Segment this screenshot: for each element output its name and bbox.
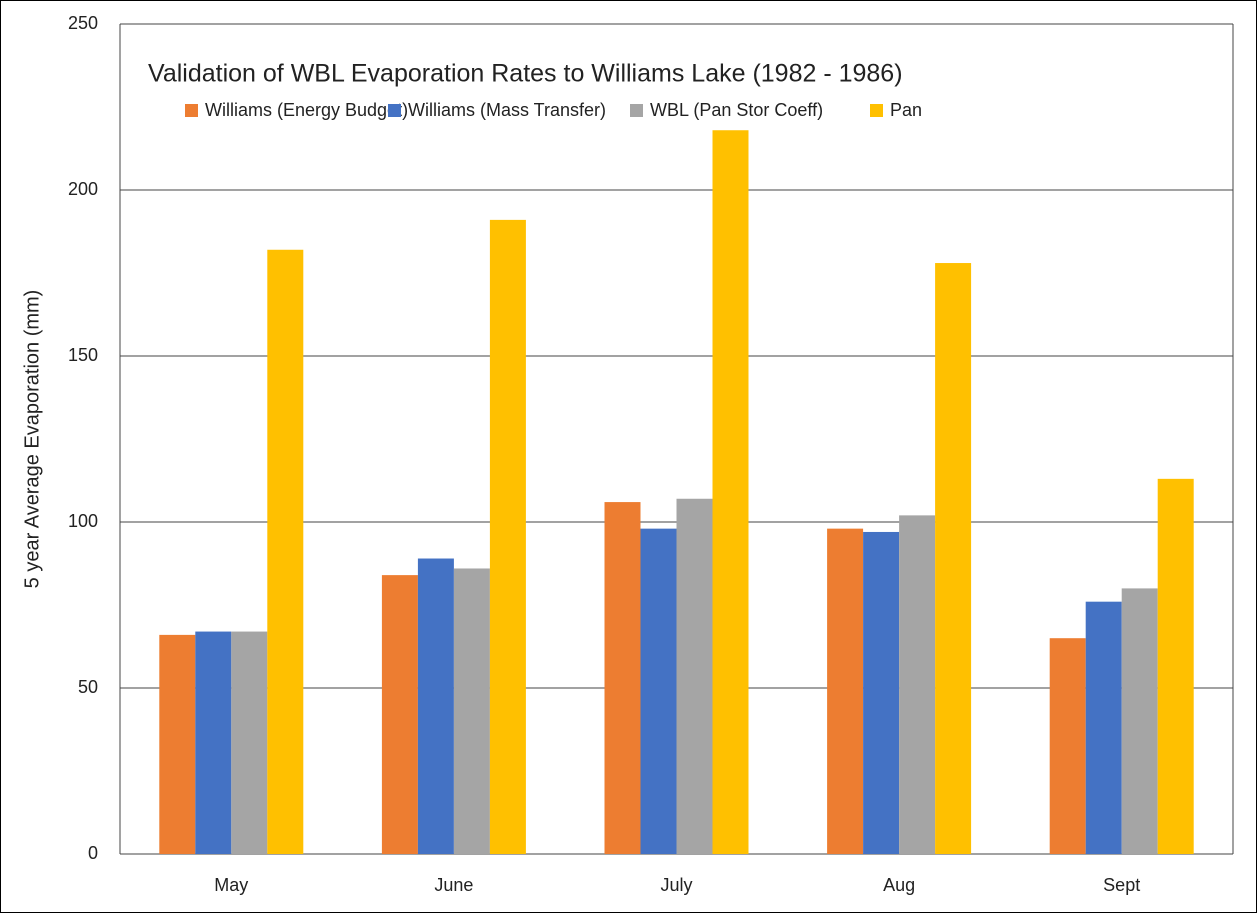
y-tick-label: 250	[68, 13, 98, 33]
bar	[827, 528, 864, 854]
y-tick-label: 0	[88, 843, 98, 863]
bar	[489, 219, 526, 854]
legend-swatch	[870, 104, 883, 117]
bar	[231, 631, 268, 854]
legend-swatch	[388, 104, 401, 117]
y-tick-label: 150	[68, 345, 98, 365]
bar	[899, 515, 936, 854]
y-tick-label: 100	[68, 511, 98, 531]
bar	[195, 631, 232, 854]
x-tick-label: Aug	[883, 875, 915, 895]
chart-title: Validation of WBL Evaporation Rates to W…	[148, 60, 903, 88]
y-axis-label: 5 year Average Evaporation (mm)	[21, 290, 43, 589]
bar	[604, 502, 641, 854]
bar	[1121, 588, 1158, 854]
bar	[417, 558, 454, 854]
bar	[935, 263, 972, 854]
legend-label: WBL (Pan Stor Coeff)	[650, 100, 823, 120]
legend-swatch	[630, 104, 643, 117]
x-tick-label: July	[660, 875, 692, 895]
legend-label: Williams (Mass Transfer)	[408, 100, 606, 120]
x-tick-label: Sept	[1103, 875, 1140, 895]
bar	[863, 531, 900, 854]
y-tick-label: 50	[78, 677, 98, 697]
legend-label: Williams (Energy Budget)	[205, 100, 408, 120]
y-tick-label: 200	[68, 179, 98, 199]
bar	[676, 498, 713, 854]
bar	[381, 575, 418, 854]
x-tick-label: June	[434, 875, 473, 895]
legend-swatch	[185, 104, 198, 117]
legend-label: Pan	[890, 100, 922, 120]
bar	[267, 249, 304, 854]
bar	[712, 130, 749, 855]
bar	[159, 634, 196, 854]
x-tick-label: May	[214, 875, 248, 895]
bar	[453, 568, 490, 854]
bar	[1085, 601, 1122, 854]
bar	[1157, 478, 1194, 854]
bar	[640, 528, 677, 854]
bar	[1049, 638, 1086, 854]
